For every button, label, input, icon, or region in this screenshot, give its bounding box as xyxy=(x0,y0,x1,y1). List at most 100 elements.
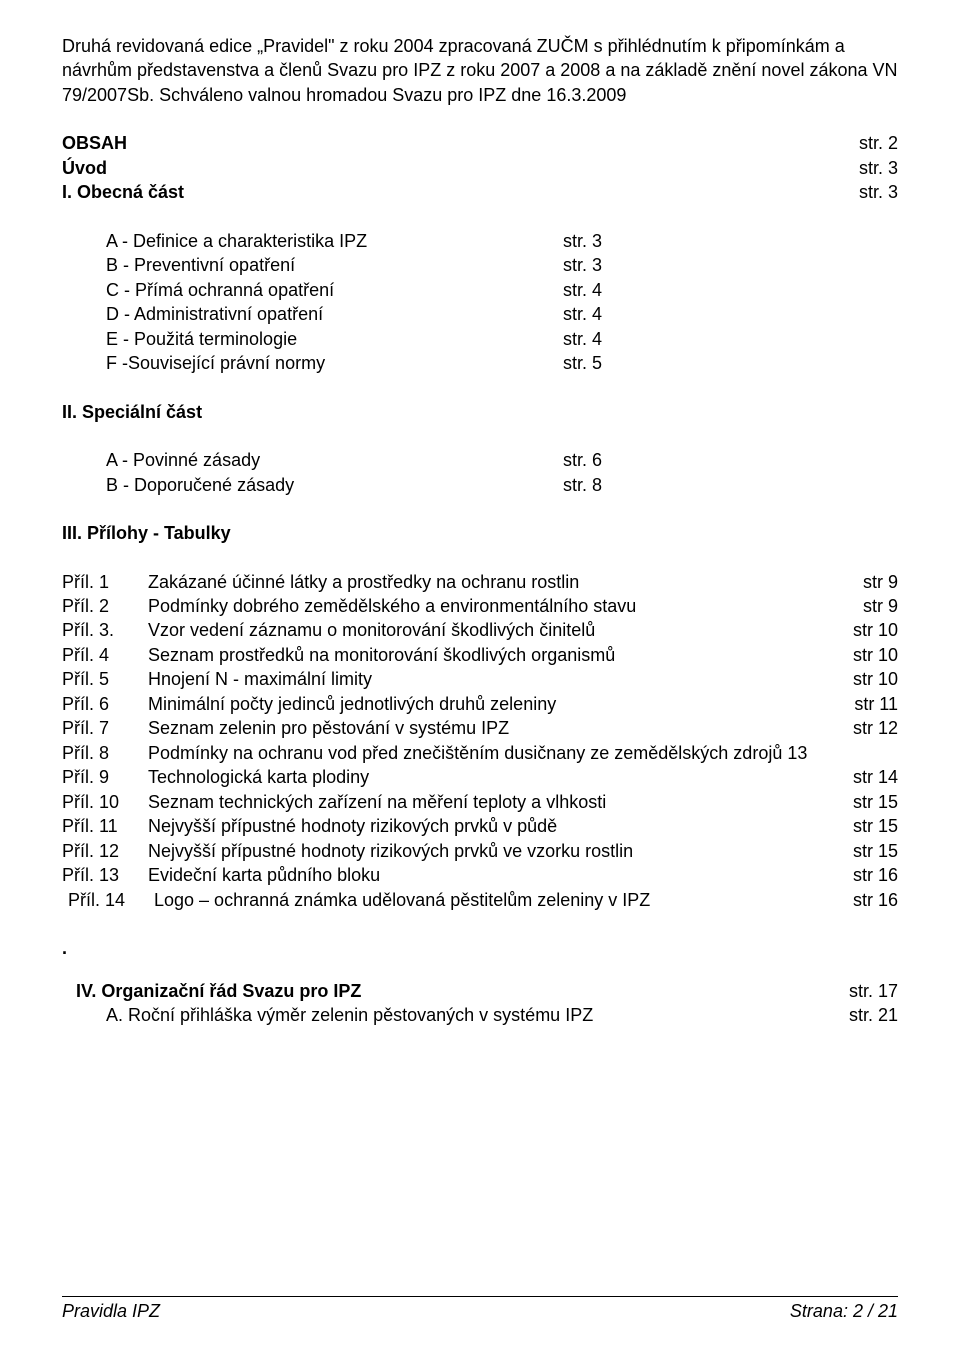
pril-row: Příl. 3.Vzor vedení záznamu o monitorová… xyxy=(62,618,898,642)
pril-row: Příl. 5Hnojení N - maximální limitystr 1… xyxy=(62,667,898,691)
pril-text: Podmínky na ochranu vod před znečištěním… xyxy=(148,741,898,765)
pril-page: str 14 xyxy=(847,765,898,789)
final-block: IV. Organizační řád Svazu pro IPZ str. 1… xyxy=(62,979,898,1028)
pril-text: Nejvyšší přípustné hodnoty rizikových pr… xyxy=(148,839,847,863)
pril-text: Seznam technických zařízení na měření te… xyxy=(148,790,847,814)
pril-page: str 9 xyxy=(857,570,898,594)
section1-row: E - Použitá terminologiestr. 4 xyxy=(62,327,898,351)
pril-num: Příl. 11 xyxy=(62,814,148,838)
section2-row: A - Povinné zásady str. 6 xyxy=(62,448,898,472)
section2-page: str. 6 xyxy=(563,448,602,472)
pril-num: Příl. 6 xyxy=(62,692,148,716)
pril-page: str 15 xyxy=(847,814,898,838)
final-sub-label: A. Roční přihláška výměr zelenin pěstova… xyxy=(106,1003,593,1027)
section2-label: B - Doporučené zásady xyxy=(106,473,294,497)
pril-text: Technologická karta plodiny xyxy=(148,765,847,789)
pril-num: Příl. 10 xyxy=(62,790,148,814)
pril-text: Logo – ochranná známka udělovaná pěstite… xyxy=(154,888,847,912)
pril-num: Příl. 2 xyxy=(62,594,148,618)
section1-label: A - Definice a charakteristika IPZ xyxy=(106,229,367,253)
pril-text: Seznam zelenin pro pěstování v systému I… xyxy=(148,716,847,740)
pril-page: str 16 xyxy=(847,863,898,887)
pril-row: Příl. 8Podmínky na ochranu vod před zneč… xyxy=(62,741,898,765)
section1-page: str. 3 xyxy=(563,229,602,253)
intro-paragraph: Druhá revidovaná edice „Pravidel" z roku… xyxy=(62,34,898,107)
section1-page: str. 4 xyxy=(563,327,602,351)
pril-row: Příl. 11Nejvyšší přípustné hodnoty rizik… xyxy=(62,814,898,838)
pril-page: str 9 xyxy=(857,594,898,618)
section1-page: str. 4 xyxy=(563,302,602,326)
pril-num: Příl. 1 xyxy=(62,570,148,594)
pril-text: Vzor vedení záznamu o monitorování škodl… xyxy=(148,618,847,642)
toc-top-page: str. 3 xyxy=(859,156,898,180)
pril-text: Seznam prostředků na monitorování škodli… xyxy=(148,643,847,667)
pril-page: str 11 xyxy=(848,692,898,716)
footer-left: Pravidla IPZ xyxy=(62,1299,160,1323)
pril-page: str 10 xyxy=(847,643,898,667)
pril-text: Nejvyšší přípustné hodnoty rizikových pr… xyxy=(148,814,847,838)
pril-num: Příl. 14 xyxy=(68,888,154,912)
toc-top-label: OBSAH xyxy=(62,131,127,155)
pril-num: Příl. 9 xyxy=(62,765,148,789)
pril-row: Příl. 10Seznam technických zařízení na m… xyxy=(62,790,898,814)
section1-label: D - Administrativní opatření xyxy=(106,302,323,326)
section1-label: C - Přímá ochranná opatření xyxy=(106,278,334,302)
toc-top-page: str. 2 xyxy=(859,131,898,155)
pril-page: str 15 xyxy=(847,839,898,863)
pril-num: Příl. 8 xyxy=(62,741,148,765)
final-sub-page: str. 21 xyxy=(849,1003,898,1027)
pril-num: Příl. 12 xyxy=(62,839,148,863)
pril-block: Příl. 1Zakázané účinné látky a prostředk… xyxy=(62,570,898,913)
section1-items: A - Definice a charakteristika IPZ str. 3… xyxy=(62,229,898,376)
section1-page: str. 5 xyxy=(563,351,602,375)
pril-text: Hnojení N - maximální limity xyxy=(148,667,847,691)
toc-top-block: OBSAH str. 2 Úvod str. 3I. Obecná částstr. … xyxy=(62,131,898,204)
section1-row: F -Související právní normy str. 5 xyxy=(62,351,898,375)
lone-dot: . xyxy=(62,936,898,960)
section2-page: str. 8 xyxy=(563,473,602,497)
pril-num: Příl. 13 xyxy=(62,863,148,887)
pril-row: Příl. 6Minimální počty jedinců jednotliv… xyxy=(62,692,898,716)
pril-page: str 12 xyxy=(847,716,898,740)
toc-top-label: I. Obecná část xyxy=(62,180,184,204)
section2-row: B - Doporučené zásady str. 8 xyxy=(62,473,898,497)
pril-text: Podmínky dobrého zemědělského a environm… xyxy=(148,594,857,618)
final-head-page: str. 17 xyxy=(849,979,898,1003)
pril-num: Příl. 7 xyxy=(62,716,148,740)
section1-row: A - Definice a charakteristika IPZ str. 3 xyxy=(62,229,898,253)
pril-page: str 10 xyxy=(847,667,898,691)
section1-page: str. 3 xyxy=(563,253,602,277)
footer-right: Strana: 2 / 21 xyxy=(790,1299,898,1323)
pril-num: Příl. 3. xyxy=(62,618,148,642)
section1-row: B - Preventivní opatření str. 3 xyxy=(62,253,898,277)
pril-row: Příl. 2Podmínky dobrého zemědělského a e… xyxy=(62,594,898,618)
pril-num: Příl. 4 xyxy=(62,643,148,667)
pril-row: Příl. 1Zakázané účinné látky a prostředk… xyxy=(62,570,898,594)
toc-top-row: Úvod str. 3 xyxy=(62,156,898,180)
pril-text: Minimální počty jedinců jednotlivých dru… xyxy=(148,692,848,716)
pril-row: Příl. 9Technologická karta plodinystr 14 xyxy=(62,765,898,789)
section1-label: F -Související právní normy xyxy=(106,351,325,375)
pril-row: Příl. 14Logo – ochranná známka udělovaná… xyxy=(68,888,898,912)
toc-top-label: Úvod xyxy=(62,156,107,180)
section2-head: II. Speciální část xyxy=(62,400,898,424)
section3-head: III. Přílohy - Tabulky xyxy=(62,521,898,545)
page-footer: Pravidla IPZ Strana: 2 / 21 xyxy=(62,1296,898,1323)
pril-page: str 10 xyxy=(847,618,898,642)
final-head-label: IV. Organizační řád Svazu pro IPZ xyxy=(76,979,361,1003)
pril-text: Evideční karta půdního bloku xyxy=(148,863,847,887)
pril-row: Příl. 13Evideční karta půdního blokustr … xyxy=(62,863,898,887)
pril-page: str 15 xyxy=(847,790,898,814)
section1-row: D - Administrativní opatření str. 4 xyxy=(62,302,898,326)
section1-page: str. 4 xyxy=(563,278,602,302)
toc-top-row: OBSAH str. 2 xyxy=(62,131,898,155)
section2-label: A - Povinné zásady xyxy=(106,448,260,472)
section2-items: A - Povinné zásadystr. 6B - Doporučené z… xyxy=(62,448,898,497)
pril-page: str 16 xyxy=(847,888,898,912)
pril-num: Příl. 5 xyxy=(62,667,148,691)
pril-row: Příl. 4Seznam prostředků na monitorování… xyxy=(62,643,898,667)
section1-label: B - Preventivní opatření xyxy=(106,253,295,277)
pril-row: Příl. 12Nejvyšší přípustné hodnoty rizik… xyxy=(62,839,898,863)
pril-text: Zakázané účinné látky a prostředky na oc… xyxy=(148,570,857,594)
toc-top-row: I. Obecná částstr. 3 xyxy=(62,180,898,204)
